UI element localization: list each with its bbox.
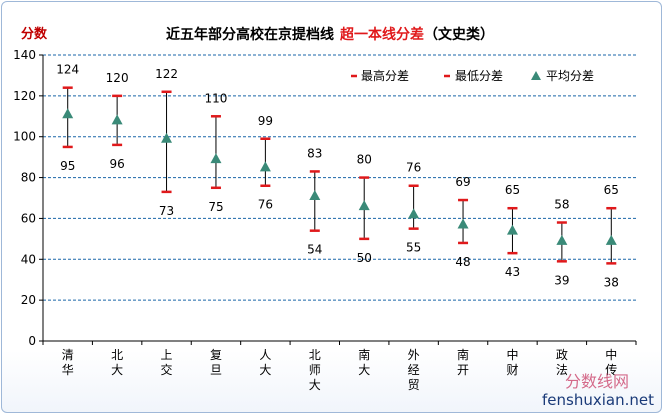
min-label-7: 55 <box>406 241 421 255</box>
min-label-0: 95 <box>60 159 75 173</box>
avg-mark-6 <box>358 200 370 211</box>
series-marks <box>62 86 617 265</box>
legend-min-label: 最低分差 <box>455 69 503 83</box>
max-label-1: 120 <box>106 71 129 85</box>
chart-title-highlight: 超一本线分差 <box>339 26 424 43</box>
watermark-cn: 分数线网 <box>565 372 629 391</box>
min-label-1: 96 <box>109 157 124 171</box>
y-axis-label: 分数 <box>21 26 48 42</box>
legend: 最高分差 最低分差 平均分差 <box>351 68 594 83</box>
max-label-10: 58 <box>554 198 569 212</box>
min-label-10: 39 <box>554 273 569 287</box>
min-label-8: 48 <box>455 255 470 269</box>
avg-mark-7 <box>408 208 420 219</box>
min-label-4: 76 <box>258 198 273 212</box>
legend-max-label: 最高分差 <box>361 68 409 83</box>
avg-mark-10 <box>556 234 568 245</box>
x-tick-label-3: 复旦 <box>210 348 222 377</box>
x-tick-label-5: 北师大 <box>309 348 321 392</box>
grid-lines <box>43 54 636 301</box>
x-tick-label-9: 中财 <box>506 347 518 377</box>
avg-mark-5 <box>309 189 321 200</box>
avg-mark-11 <box>605 234 617 245</box>
legend-item-max: 最高分差 <box>351 68 409 83</box>
avg-mark-1 <box>111 114 123 125</box>
max-label-11: 65 <box>604 183 619 197</box>
chart-title-suffix: （文史类） <box>424 26 494 43</box>
avg-mark-8 <box>457 218 469 229</box>
max-label-5: 83 <box>307 146 322 160</box>
max-label-8: 69 <box>455 175 470 189</box>
x-tick-labels: 清华 北大 上交 复旦 人大 北师大 南大 外经贸 南开 中财 政法 中传 <box>62 347 618 392</box>
min-label-5: 54 <box>307 243 322 257</box>
max-label-9: 65 <box>505 183 520 197</box>
x-tick-label-11: 中传 <box>605 347 617 377</box>
y-tick-label-20: 20 <box>21 293 36 307</box>
legend-item-min: 最低分差 <box>444 69 503 83</box>
x-tick-label-6: 南大 <box>358 347 370 377</box>
y-tick-label-40: 40 <box>21 252 36 266</box>
y-tick-label-60: 60 <box>21 211 36 225</box>
legend-avg-marker <box>531 71 541 80</box>
axes <box>39 54 637 345</box>
y-tick-label-120: 120 <box>13 89 36 103</box>
watermark: 分数线网 fenshuxian.net <box>542 372 654 409</box>
x-tick-label-7: 外经贸 <box>408 348 420 392</box>
min-label-9: 43 <box>505 265 520 279</box>
chart-title-main: 近五年部分高校在京提档线 <box>166 26 334 43</box>
avg-mark-4 <box>259 161 271 172</box>
x-tick-label-1: 北大 <box>111 348 123 377</box>
y-tick-label-0: 0 <box>28 334 36 348</box>
min-label-2: 73 <box>159 204 174 218</box>
y-tick-label-100: 100 <box>13 130 36 144</box>
y-tick-labels: 0 20 40 60 80 100 120 140 <box>13 48 36 348</box>
y-tick-label-140: 140 <box>13 48 36 62</box>
data-labels: 124 95 120 96 122 73 110 75 99 76 83 54 80 50 76 55 69 48… <box>56 63 619 290</box>
max-label-7: 76 <box>406 161 421 175</box>
max-label-6: 80 <box>357 153 372 167</box>
y-tick-label-80: 80 <box>21 171 36 185</box>
x-tick-label-8: 南开 <box>457 347 469 377</box>
x-tick-label-4: 人大 <box>259 348 271 377</box>
legend-item-avg: 平均分差 <box>531 69 594 83</box>
min-label-3: 75 <box>208 200 223 214</box>
max-label-0: 124 <box>56 63 79 77</box>
watermark-en: fenshuxian.net <box>542 391 654 409</box>
min-label-11: 38 <box>604 275 619 289</box>
chart-title: 近五年部分高校在京提档线 超一本线分差（文史类） <box>166 26 494 43</box>
avg-mark-9 <box>506 224 518 235</box>
max-label-4: 99 <box>258 114 273 128</box>
x-tick-label-2: 上交 <box>161 348 173 377</box>
min-label-6: 50 <box>357 251 372 265</box>
legend-avg-label: 平均分差 <box>546 69 594 83</box>
max-label-2: 122 <box>155 67 178 81</box>
avg-mark-2 <box>161 132 173 143</box>
max-label-3: 110 <box>205 91 228 105</box>
avg-mark-3 <box>210 153 222 164</box>
avg-mark-0 <box>62 108 74 119</box>
x-tick-label-0: 清华 <box>62 348 74 377</box>
x-tick-label-10: 政法 <box>556 348 568 377</box>
